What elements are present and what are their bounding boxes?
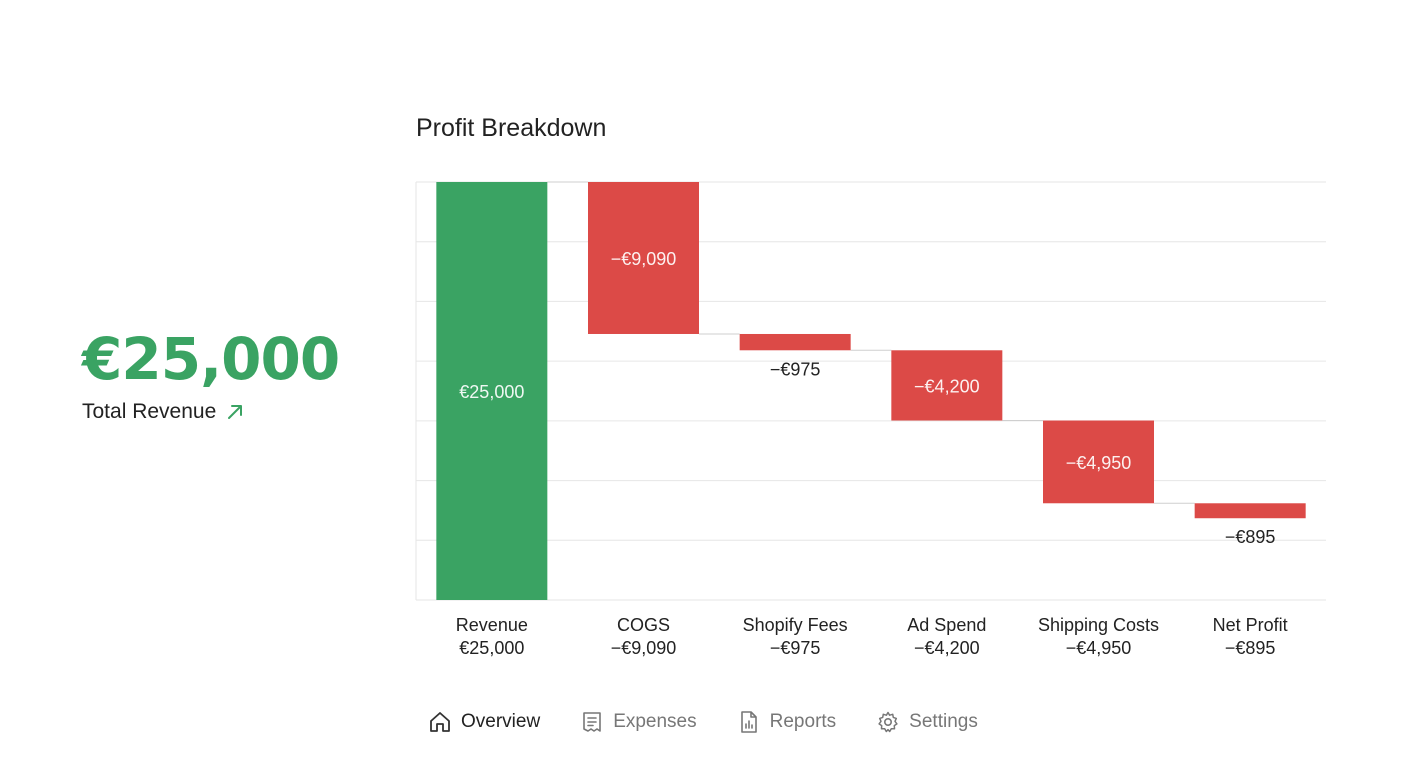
total-revenue-label: Total Revenue xyxy=(82,400,217,423)
category-label: Shopify Fees xyxy=(743,615,848,635)
category-label: Ad Spend xyxy=(907,615,986,635)
bar-value-label: −€4,950 xyxy=(1066,453,1132,473)
bottom-nav: Overview Expenses Reports Settings xyxy=(428,710,978,734)
nav-settings[interactable]: Settings xyxy=(876,710,978,734)
report-icon xyxy=(740,711,757,733)
arrow-up-right-icon xyxy=(228,405,243,419)
bar-cogs xyxy=(588,182,699,334)
category-value-label: −€4,950 xyxy=(1066,638,1132,658)
nav-overview[interactable]: Overview xyxy=(428,710,540,734)
category-label: COGS xyxy=(617,615,670,635)
category-value-label: −€975 xyxy=(770,638,821,658)
chart-title: Profit Breakdown xyxy=(416,114,607,142)
bar-value-label: −€9,090 xyxy=(611,249,677,269)
bar-shipping-costs xyxy=(1043,420,1154,504)
category-value-label: −€895 xyxy=(1225,638,1276,658)
nav-expenses[interactable]: Expenses xyxy=(580,710,697,734)
bar-revenue xyxy=(436,182,548,600)
nav-overview-label: Overview xyxy=(461,711,541,732)
bar-ad-spend xyxy=(891,350,1003,421)
home-icon xyxy=(430,712,450,732)
bar-value-label: −€4,200 xyxy=(914,376,980,396)
category-label: Shipping Costs xyxy=(1038,615,1159,635)
bar-value-label: −€895 xyxy=(1225,527,1276,547)
gear-icon xyxy=(878,711,898,733)
bar-shopify-fees xyxy=(739,333,851,351)
total-revenue-value: €25,000 xyxy=(82,325,340,393)
category-label: Revenue xyxy=(456,615,528,635)
receipt-icon xyxy=(583,712,601,732)
total-revenue-row: Total Revenue xyxy=(82,400,339,424)
bar-value-label: −€975 xyxy=(770,359,821,379)
nav-expenses-label: Expenses xyxy=(613,711,697,732)
kpi-card: €25,000 Total Revenue xyxy=(82,325,340,424)
nav-reports[interactable]: Reports xyxy=(737,710,837,734)
waterfall-chart: €25,000 Revenue €25,000 −€9,090 COGS −€9,090 −… xyxy=(415,181,1326,658)
category-value-label: −€9,090 xyxy=(611,638,677,658)
category-value-label: €25,000 xyxy=(459,638,524,658)
bar-net-profit xyxy=(1194,503,1306,519)
category-value-label: −€4,200 xyxy=(914,638,980,658)
category-label: Net Profit xyxy=(1213,615,1288,635)
nav-settings-label: Settings xyxy=(909,711,978,732)
bar-value-label: €25,000 xyxy=(459,382,524,402)
nav-reports-label: Reports xyxy=(769,711,837,732)
